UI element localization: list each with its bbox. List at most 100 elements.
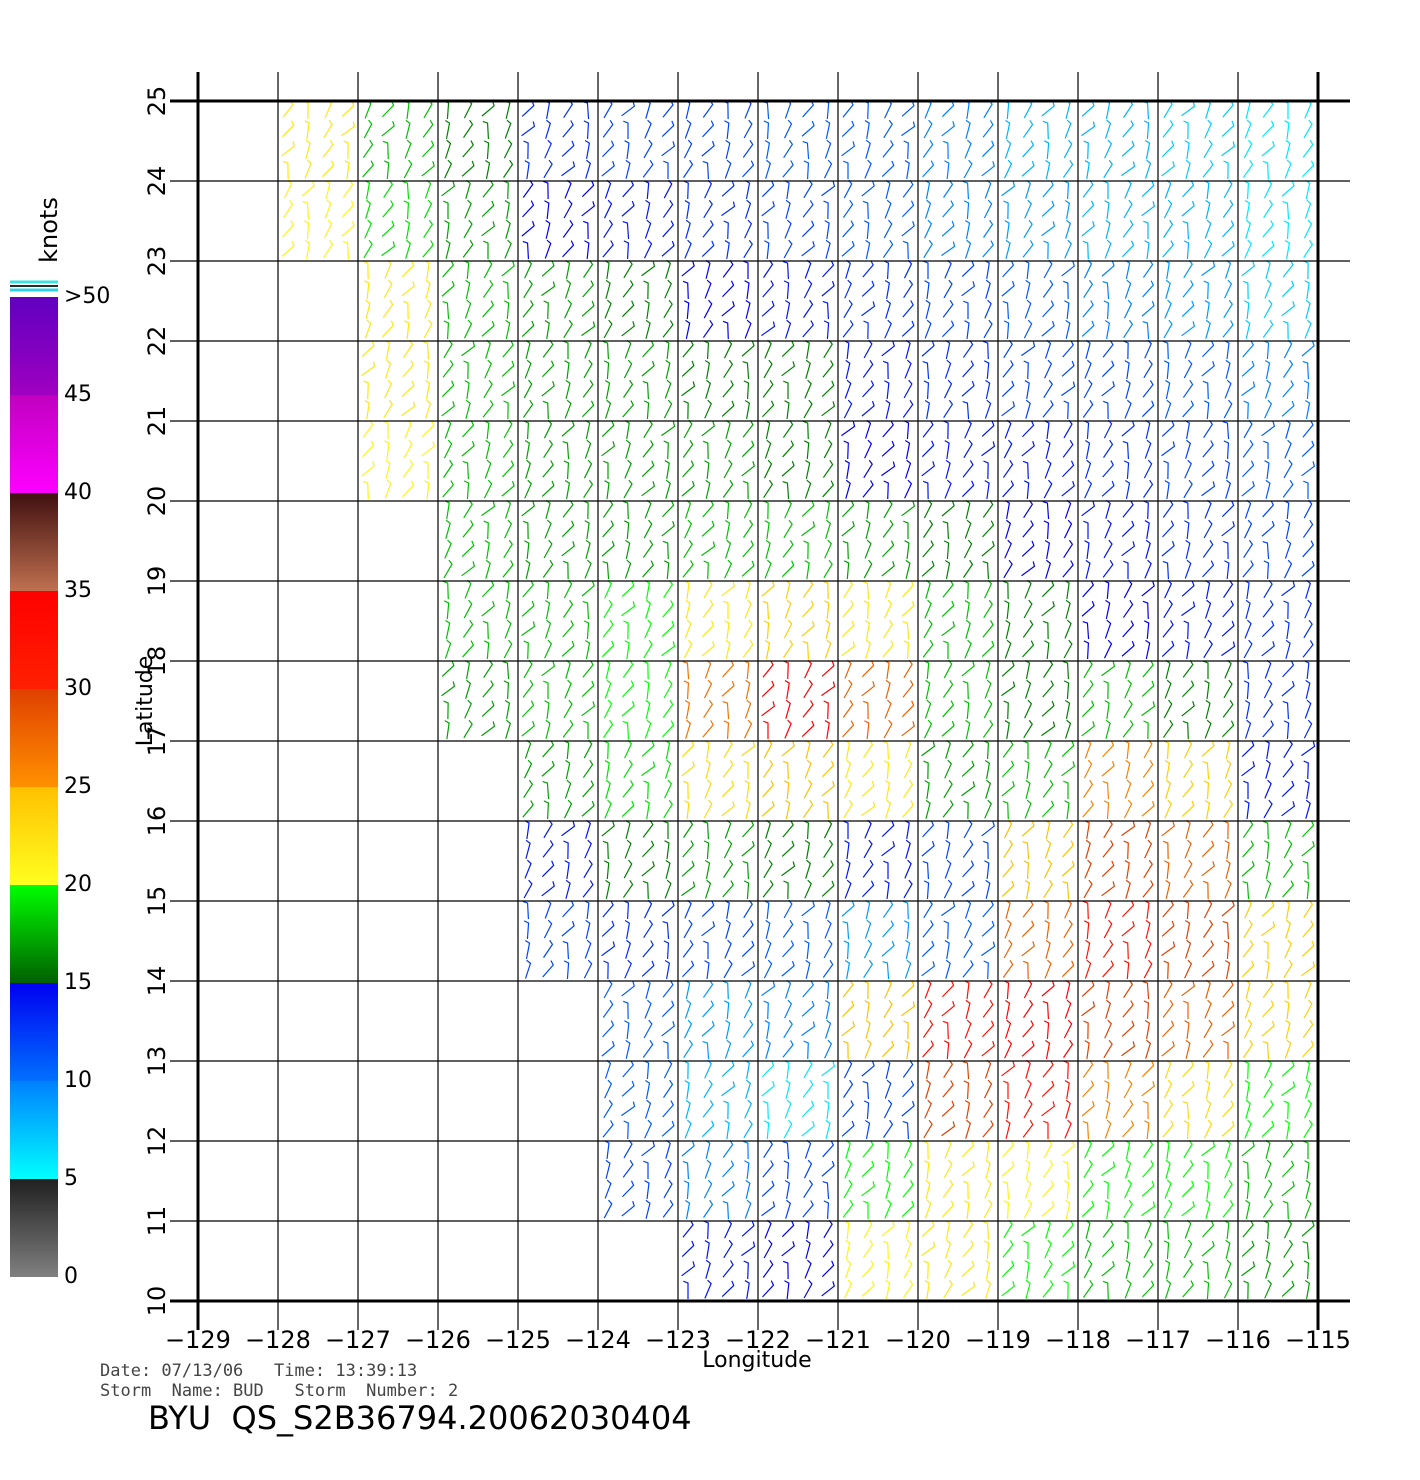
wind-barb xyxy=(1262,500,1275,518)
wind-barb xyxy=(1044,1039,1051,1059)
wind-barb xyxy=(1242,460,1255,478)
wind-barb xyxy=(381,220,395,237)
wind-barb xyxy=(802,799,814,818)
wind-barb xyxy=(862,1260,875,1278)
wind-barb xyxy=(763,120,770,140)
wind-barb xyxy=(982,520,995,538)
wind-barb xyxy=(364,319,372,339)
wind-barb xyxy=(1244,999,1252,1019)
wind-barb xyxy=(423,99,433,119)
wind-barb xyxy=(1084,1040,1090,1060)
wind-barb xyxy=(643,419,653,439)
wind-barb xyxy=(323,239,334,258)
wind-barb xyxy=(884,979,892,999)
wind-barb xyxy=(862,700,869,720)
wind-barb xyxy=(902,240,909,260)
wind-barb xyxy=(703,579,713,599)
wind-barb xyxy=(1183,479,1193,499)
wind-barb xyxy=(903,1020,909,1040)
wind-barb xyxy=(825,119,831,139)
wind-barb xyxy=(641,1141,656,1157)
wind-barb xyxy=(685,99,691,119)
wind-barb xyxy=(1203,280,1209,300)
wind-barb xyxy=(743,760,749,780)
wind-barb xyxy=(504,499,512,519)
wind-barb xyxy=(681,761,695,777)
wind-barb xyxy=(1043,379,1053,399)
wind-barb xyxy=(1082,1080,1095,1098)
wind-barb xyxy=(443,439,453,459)
wind-barb xyxy=(661,1120,675,1137)
wind-barb xyxy=(922,860,930,880)
wind-barb xyxy=(1223,579,1234,598)
wind-barb xyxy=(763,459,773,479)
wind-barb xyxy=(1125,259,1131,279)
wind-barb xyxy=(965,119,971,139)
wind-barb xyxy=(782,440,795,458)
wind-barb xyxy=(822,1140,835,1158)
wind-barb xyxy=(1061,1240,1075,1257)
wind-barb xyxy=(942,980,955,998)
wind-barb xyxy=(784,999,793,1019)
wind-barb xyxy=(603,740,609,760)
wind-barb xyxy=(883,1099,893,1119)
wind-barb xyxy=(503,300,510,320)
wind-barb xyxy=(1142,980,1150,1000)
wind-barb xyxy=(1303,719,1313,739)
wind-barb xyxy=(724,1120,730,1140)
wind-barb xyxy=(823,1200,830,1220)
wind-barb xyxy=(1265,1259,1272,1279)
wind-barb xyxy=(584,839,592,859)
wind-barb xyxy=(1204,619,1213,639)
wind-barb xyxy=(1285,639,1291,659)
x-tick-label: −121 xyxy=(805,1326,871,1354)
wind-barb xyxy=(884,199,892,219)
wind-barb xyxy=(1302,540,1315,558)
wind-barb xyxy=(803,440,810,460)
wind-barb xyxy=(942,520,950,540)
wind-barb xyxy=(722,380,734,398)
wind-barb xyxy=(884,1199,892,1219)
wind-barb xyxy=(664,659,672,679)
wind-barb xyxy=(821,1260,835,1278)
wind-barb xyxy=(1144,240,1150,260)
wind-barb xyxy=(1164,299,1172,319)
wind-barb xyxy=(862,880,875,898)
wind-barb xyxy=(283,199,294,218)
wind-barb xyxy=(863,320,869,340)
wind-barb xyxy=(404,320,410,340)
wind-barb xyxy=(1284,620,1290,640)
wind-barb xyxy=(1203,239,1213,259)
wind-barb xyxy=(1202,440,1214,458)
wind-barb xyxy=(963,1080,970,1100)
wind-barb xyxy=(1141,800,1155,817)
wind-barb xyxy=(882,899,894,918)
wind-barb xyxy=(1185,819,1191,839)
wind-barb xyxy=(902,800,914,818)
wind-barb xyxy=(642,539,654,558)
wind-barb xyxy=(683,680,690,700)
wind-barb xyxy=(962,680,969,700)
wind-barb xyxy=(1001,781,1015,797)
wind-barb xyxy=(801,521,816,537)
wind-barb xyxy=(862,380,875,398)
wind-barb xyxy=(864,620,871,639)
wind-barb xyxy=(662,699,674,718)
wind-barb xyxy=(962,360,975,378)
wind-barb xyxy=(384,359,392,379)
x-tick-label: −127 xyxy=(325,1326,391,1354)
wind-barb xyxy=(965,719,971,739)
wind-barb xyxy=(1003,439,1013,459)
wind-barb xyxy=(1123,1220,1129,1239)
wind-barb xyxy=(924,599,932,619)
wind-barb xyxy=(1304,1059,1311,1079)
wind-barb xyxy=(905,1219,911,1239)
wind-barb xyxy=(1282,660,1295,678)
wind-barb xyxy=(1022,1020,1034,1038)
wind-barb xyxy=(623,479,633,499)
wind-barb xyxy=(1082,620,1090,640)
wind-barb xyxy=(664,460,670,479)
wind-barb xyxy=(1202,760,1210,780)
wind-barb xyxy=(1083,759,1093,779)
wind-barb xyxy=(1042,1060,1054,1078)
